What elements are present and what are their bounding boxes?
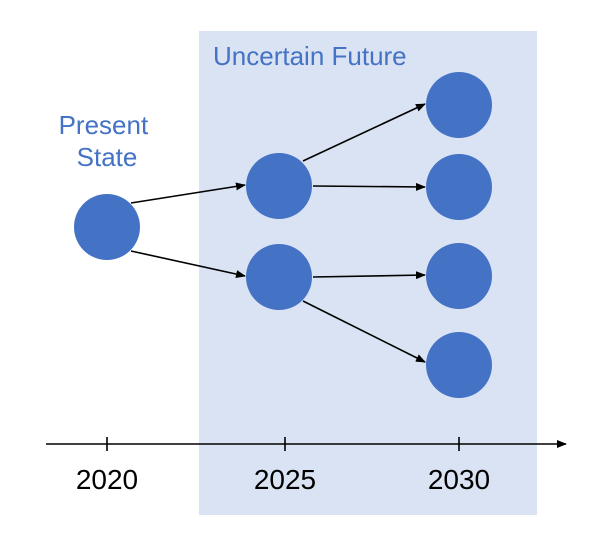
arrow-mid-lower-to-end-3	[312, 271, 426, 280]
arrow-mid-lower-to-end-4	[302, 300, 426, 363]
timeline-ticks	[106, 437, 460, 451]
edge-group	[130, 103, 426, 363]
node-2030-3	[426, 243, 492, 309]
node-2030-4	[426, 332, 492, 398]
node-2030-2	[426, 154, 492, 220]
tick-label-2030: 2030	[428, 464, 490, 495]
node-2030-1	[426, 72, 492, 138]
present-state-label: Present State	[59, 110, 156, 172]
tick-label-2025: 2025	[254, 464, 316, 495]
present-state-label-line1: Present	[59, 110, 149, 140]
arrow-present-to-mid-upper	[130, 182, 246, 204]
present-state-label-line2: State	[77, 142, 138, 172]
tick-label-2020: 2020	[76, 464, 138, 495]
node-group	[74, 72, 492, 398]
uncertain-future-label: Uncertain Future	[213, 41, 407, 71]
arrow-present-to-mid-lower	[130, 250, 246, 278]
node-present-2020	[74, 194, 140, 260]
arrow-mid-upper-to-end-2	[312, 182, 426, 191]
arrow-mid-upper-to-end-1	[302, 103, 426, 162]
node-2025-upper	[246, 153, 312, 219]
node-2025-lower	[246, 244, 312, 310]
